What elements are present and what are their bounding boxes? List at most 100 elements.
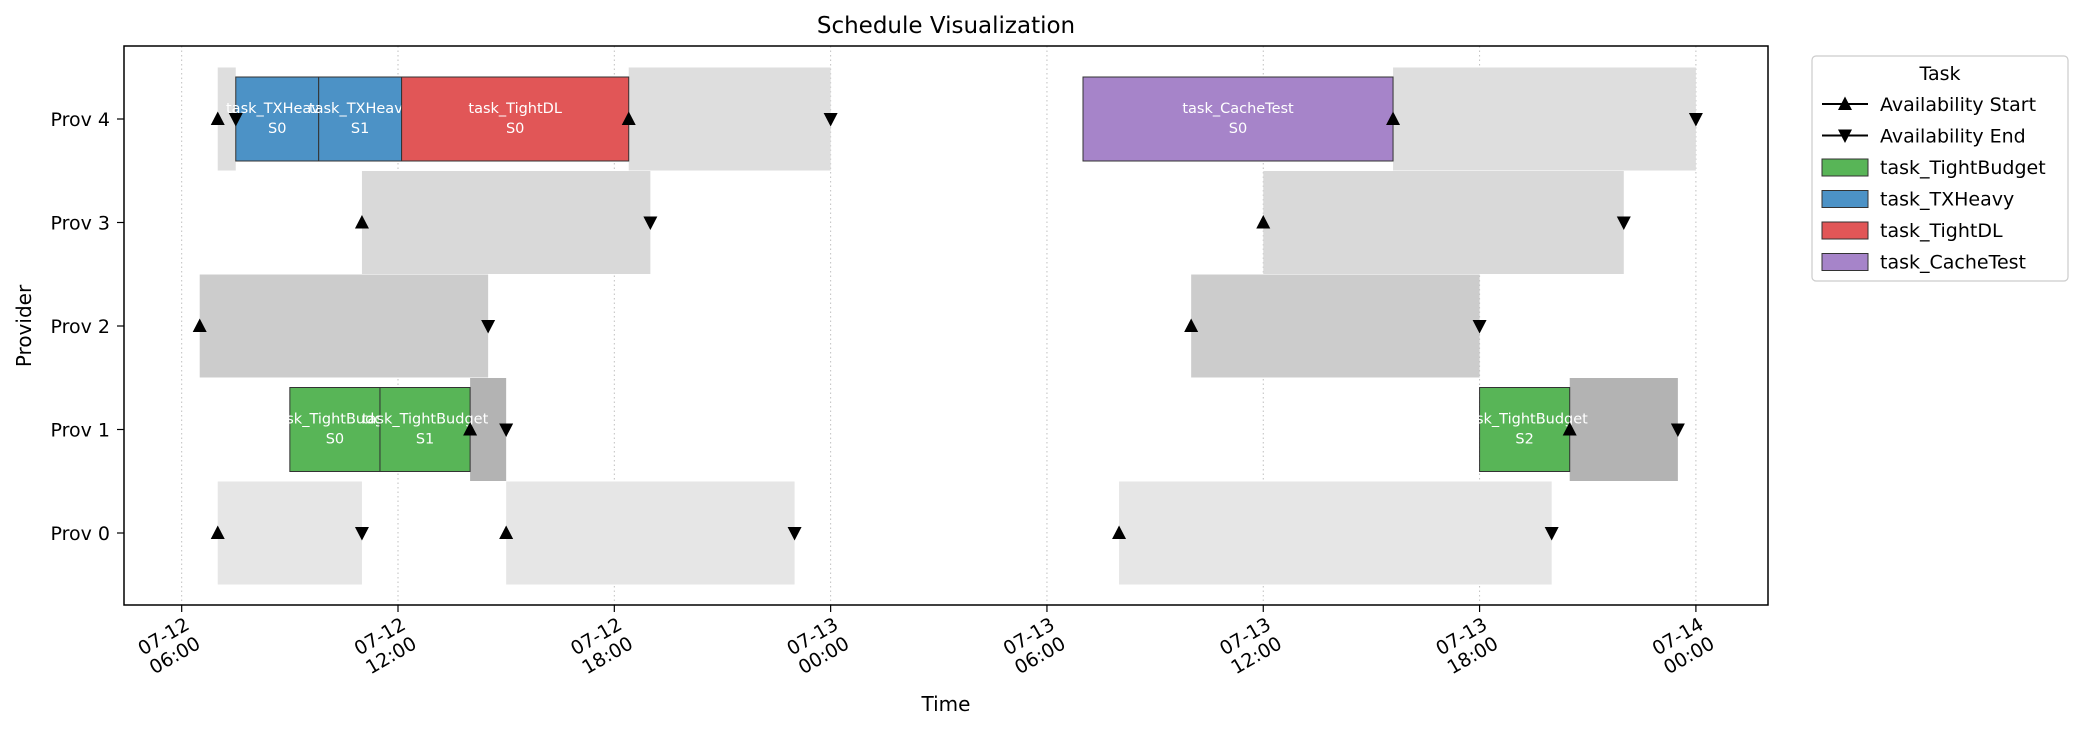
availability-start-marker xyxy=(621,111,636,125)
legend-item: task_TightBudget xyxy=(1821,157,2046,179)
availability-window xyxy=(199,274,489,378)
task-label: task_TXHeavy xyxy=(226,101,329,117)
y-tick-label: Prov 4 xyxy=(50,109,110,131)
availability-markers xyxy=(192,111,1703,541)
legend-title: Task xyxy=(1918,63,1960,85)
legend-item: task_CacheTest xyxy=(1821,252,2026,274)
availability-start-marker xyxy=(499,525,514,539)
y-tick-label: Prov 3 xyxy=(50,213,110,235)
legend-label: Availability Start xyxy=(1880,94,2036,116)
availability-end-marker xyxy=(1472,320,1487,334)
legend-swatch xyxy=(1821,190,1869,208)
task-stage: S2 xyxy=(1515,432,1533,448)
availability-window xyxy=(628,67,831,171)
task-stage: S0 xyxy=(268,121,286,137)
legend-label: task_TXHeavy xyxy=(1880,189,2014,211)
availability-start-marker xyxy=(1184,318,1199,332)
availability-end-marker xyxy=(481,320,496,334)
availability-end-marker xyxy=(1688,113,1703,127)
availability-end-marker xyxy=(1544,527,1559,541)
y-tick-label: Prov 2 xyxy=(50,316,110,338)
availability-windows xyxy=(199,67,1696,585)
availability-window xyxy=(1393,67,1696,171)
legend-item: task_TXHeavy xyxy=(1821,189,2014,211)
availability-end-marker xyxy=(643,216,658,230)
task-bar xyxy=(401,76,630,162)
x-axis-label: Time xyxy=(921,692,971,716)
task-bar xyxy=(1082,76,1394,162)
legend-swatch xyxy=(1821,221,1869,240)
chart-title: Schedule Visualization xyxy=(817,13,1075,39)
availability-start-marker xyxy=(354,215,369,229)
availability-end-marker xyxy=(1616,216,1631,230)
task-label: task_TightBudget xyxy=(362,412,489,428)
legend-label: task_TightBudget xyxy=(1880,157,2046,179)
legend-marker-up xyxy=(1838,96,1852,110)
task-label: task_TightBudget xyxy=(272,412,399,428)
y-tick-label: Prov 1 xyxy=(50,420,110,442)
task-label: task_TightBudget xyxy=(1461,412,1588,428)
y-axis-ticks: Prov 0 Prov 1 Prov 2 Prov 3 Prov 4 xyxy=(50,109,124,545)
task-stage: S0 xyxy=(1229,121,1247,137)
task-bar xyxy=(318,76,403,162)
availability-start-marker xyxy=(1386,111,1401,125)
availability-start-marker xyxy=(192,318,207,332)
legend-item: Availability Start xyxy=(1822,94,2036,116)
task-bar xyxy=(379,387,471,472)
legend-frame xyxy=(1811,55,2069,282)
task-bar xyxy=(289,387,381,472)
availability-start-marker xyxy=(210,111,225,125)
legend-marker-down xyxy=(1838,129,1852,143)
availability-window xyxy=(1191,274,1480,378)
availability-window xyxy=(1263,171,1624,274)
task-stage: S0 xyxy=(506,121,524,137)
task-stage: S1 xyxy=(416,432,434,448)
task-label: task_CacheTest xyxy=(1182,101,1294,117)
legend-swatch xyxy=(1821,253,1869,271)
availability-window xyxy=(1119,481,1552,585)
availability-window xyxy=(470,378,507,481)
availability-start-marker xyxy=(1562,422,1577,436)
y-tick-label: Prov 0 xyxy=(50,523,110,545)
availability-end-marker xyxy=(499,423,514,437)
task-label: task_TXHeavy xyxy=(309,101,412,117)
availability-start-marker xyxy=(463,422,478,436)
legend-item: Availability End xyxy=(1822,126,2026,148)
availability-end-marker xyxy=(823,113,838,127)
availability-start-marker xyxy=(1112,525,1127,539)
task-bars: task_TightBudget S0 task_TightBudget S1 task… xyxy=(226,76,1588,472)
task-label: task_TightDL xyxy=(468,101,562,117)
availability-start-marker xyxy=(1256,215,1271,229)
legend-label: Availability End xyxy=(1880,126,2026,148)
legend-item: task_TightDL xyxy=(1821,220,2003,242)
availability-window xyxy=(217,481,362,585)
availability-end-marker xyxy=(1670,423,1685,437)
legend-label: task_CacheTest xyxy=(1880,252,2026,274)
availability-end-marker xyxy=(354,527,369,541)
legend-swatch xyxy=(1821,158,1869,177)
task-stage: S1 xyxy=(351,121,369,137)
availability-end-marker xyxy=(228,113,243,127)
availability-window xyxy=(217,67,236,171)
availability-start-marker xyxy=(210,525,225,539)
legend: Task Availability Start Availability End t… xyxy=(1811,55,2069,282)
availability-end-marker xyxy=(787,527,802,541)
task-bar xyxy=(1479,387,1571,472)
availability-window xyxy=(361,171,651,274)
task-bar xyxy=(235,76,320,162)
y-axis-label: Provider xyxy=(12,284,36,367)
availability-window xyxy=(506,481,795,585)
legend-label: task_TightDL xyxy=(1880,220,2003,242)
task-stage: S0 xyxy=(326,432,344,448)
availability-window xyxy=(1569,378,1678,481)
